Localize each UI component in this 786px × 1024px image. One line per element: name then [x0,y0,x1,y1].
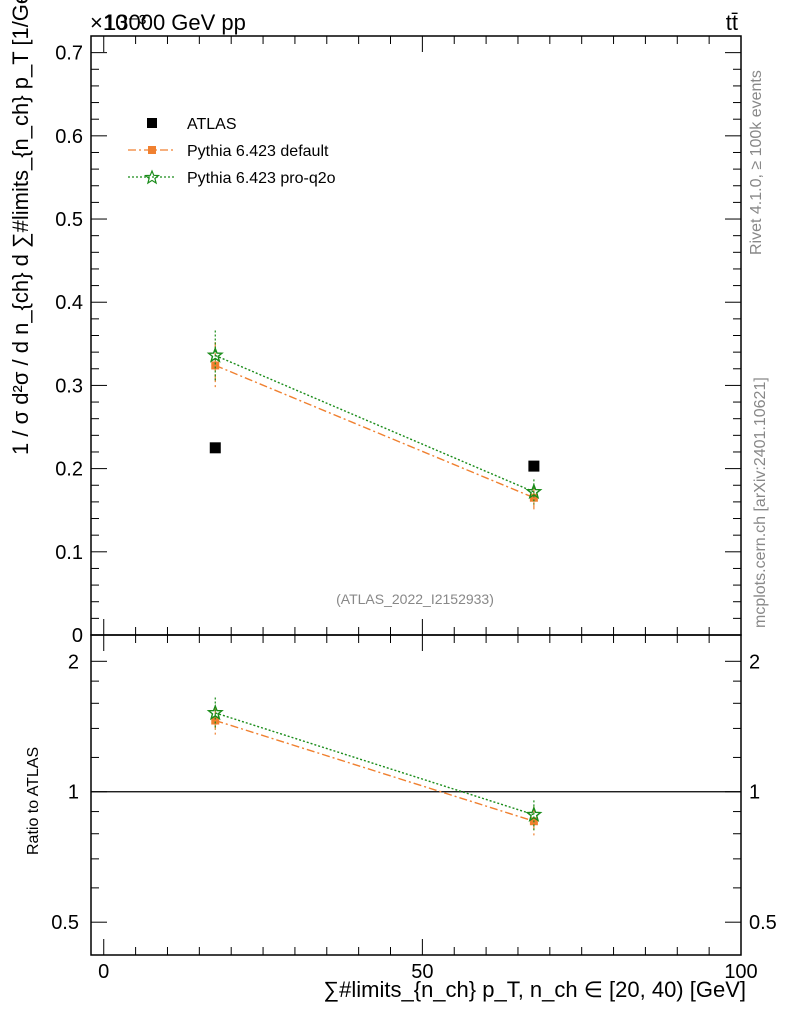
ratio-ytick-label-right: 1 [749,782,760,804]
ratio-series-layer [206,697,543,838]
main-line-pythia-6-423-default [215,364,535,499]
main-point-atlas [528,460,540,472]
xtick-label: 100 [724,961,757,983]
mcplots-label: mcplots.cern.ch [arXiv:2401.10621] [752,377,769,628]
main-ytick-label: 0.3 [55,375,83,397]
ratio-point-pythia-6-423-default [211,716,220,725]
main-ylabel: 1 / σ d²σ / d n_{ch} d ∑#limits_{n_ch} p… [8,0,33,455]
ratio-point-pythia-6-423-pro-q2o [206,703,224,721]
main-point-pythia-6-423-pro-q2o [525,482,543,500]
process-label: tt̄ [726,10,738,35]
exponent-label: ×10⁻³ [90,10,146,35]
main-ytick-label: 0.6 [55,126,83,148]
main-ytick-label: 0.2 [55,459,83,481]
main-axis-ticks [91,35,742,636]
main-point-pythia-6-423-default [211,361,220,370]
legend-default-marker [148,146,156,154]
main-point-pythia-6-423-pro-q2o [206,346,224,363]
ratio-ytick-label-right: 2 [749,651,760,673]
ratio-ytick-label: 2 [68,651,79,673]
analysis-label: (ATLAS_2022_I2152933) [336,591,494,607]
legend-proq2o-label: Pythia 6.423 pro-q2o [187,170,336,187]
ratio-axis-ticks [91,635,742,955]
main-point-pythia-6-423-default [529,493,538,502]
ratio-ytick-labels: 0.5 0.5 1 1 2 2 [51,651,777,934]
main-ytick-label: 0.1 [55,542,83,564]
ratio-point-pythia-6-423-pro-q2o [525,805,543,823]
energy-label: 13000 GeV pp [104,10,246,35]
main-series-layer [206,330,543,510]
main-ytick-label: 0.5 [55,209,83,231]
xtick-label: 50 [411,961,433,983]
rivet-label: Rivet 4.1.0, ≥ 100k events [748,70,765,255]
main-line-pythia-6-423-pro-q2o [215,354,535,493]
ratio-plot-frame [90,634,742,956]
ratio-ylabel: Ratio to ATLAS [25,747,42,855]
ratio-line-pythia-6-423-default [215,719,535,822]
ratio-line-pythia-6-423-pro-q2o [215,712,535,816]
main-ytick-label: 0.4 [55,292,83,314]
ratio-ytick-label: 0.5 [51,912,79,934]
xlabel: ∑#limits_{n_ch} p_T, n_ch ∈ [20, 40) [Ge… [323,977,746,1002]
ratio-ytick-label: 1 [68,782,79,804]
main-ytick-label: 0.7 [55,43,83,65]
xtick-labels: 0 50 100 [98,961,758,983]
ratio-ytick-label-right: 0.5 [749,912,777,934]
main-ytick-labels: 0 0.1 0.2 0.3 0.4 0.5 0.6 0.7 [55,43,83,647]
legend-atlas-marker [147,118,157,128]
legend-proq2o-marker [143,169,161,185]
legend: ATLAS Pythia 6.423 default Pythia 6.423 … [128,116,336,187]
xtick-label: 0 [98,961,109,983]
main-point-atlas [209,442,221,454]
main-ytick-label: 0 [72,625,83,647]
legend-atlas-label: ATLAS [187,116,237,133]
legend-default-label: Pythia 6.423 default [187,143,329,160]
